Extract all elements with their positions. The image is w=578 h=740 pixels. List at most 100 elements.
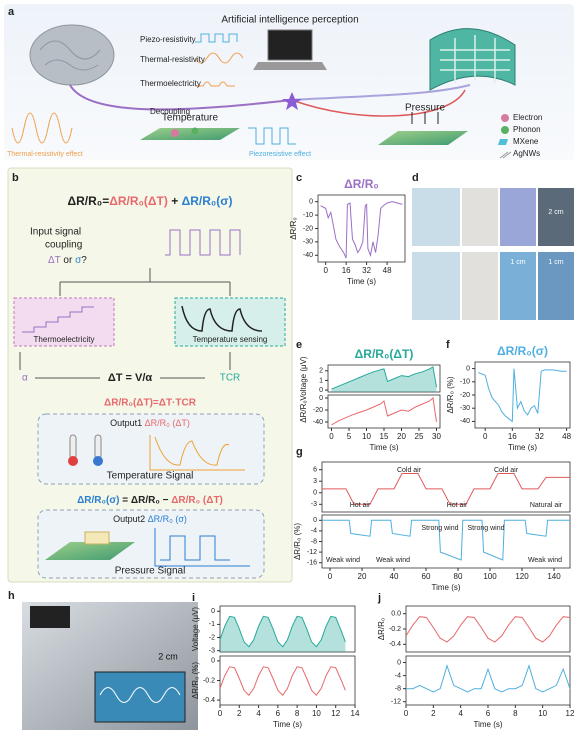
x-tick-label: 12	[566, 709, 575, 718]
b-tcr-eq: ΔR/R₀(ΔT)=ΔT·TCR	[104, 398, 197, 409]
plot-frame	[405, 655, 571, 706]
annotation: Weak wind	[376, 557, 410, 564]
plot-frame	[405, 605, 571, 653]
panel-label: g	[296, 446, 303, 458]
b-sigma-eq: ΔR/R₀(σ) = ΔR/R₀ − ΔR/R₀ (ΔT)	[77, 495, 223, 506]
x-tick-label: 0	[218, 709, 223, 718]
o1-part: ΔR/R₀ (ΔT)	[145, 418, 190, 428]
thermometer-cold	[94, 434, 102, 460]
y-tick-label: -40	[303, 252, 313, 259]
y-tick-label: -10	[460, 379, 470, 386]
annotation: Strong wind	[468, 525, 505, 532]
scale-label: 1 cm	[548, 259, 563, 266]
a-title: Artificial intelligence perception	[221, 15, 358, 26]
x-tick-label: 16	[342, 266, 351, 275]
x-tick-label: 8	[295, 709, 300, 718]
y-tick-label: -20	[313, 407, 323, 414]
s-part: = ΔR/R₀ −	[120, 495, 172, 506]
panel-label: d	[412, 172, 419, 184]
b-temp-label: Temperature sensing	[193, 335, 268, 344]
x-tick-label: 0	[404, 709, 409, 718]
x-axis-label: Time (s)	[473, 720, 502, 729]
x-tick-label: 10	[538, 709, 547, 718]
photo-cup	[412, 252, 460, 320]
y-tick-label: 1	[319, 377, 323, 384]
x-tick-label: 25	[415, 432, 424, 441]
y-tick-label: 0	[397, 659, 401, 666]
eq-part: +	[168, 194, 182, 208]
x-tick-label: 140	[547, 572, 561, 581]
y-tick-label: -10	[303, 212, 313, 219]
annotation: Weak wind	[528, 557, 562, 564]
b-temp-signal: Temperature Signal	[107, 471, 194, 482]
q-part: or	[61, 255, 75, 266]
x-tick-label: 80	[454, 572, 463, 581]
x-tick-label: 10	[312, 709, 321, 718]
x-tick-label: 60	[422, 572, 431, 581]
y-tick-label: -1	[209, 621, 215, 628]
link-brain	[69, 84, 293, 111]
y-axis-label: ΔR/R₀ (%)	[191, 662, 200, 699]
q-part: ΔT	[48, 255, 61, 266]
thermometer-bulb	[68, 456, 78, 466]
mesh-lines	[440, 35, 510, 83]
y-tick-label: -8	[395, 686, 401, 693]
panel-label: j	[377, 592, 381, 604]
y-axis-label: ΔR/R₀	[377, 618, 386, 640]
b-stairs	[22, 306, 94, 333]
chart-title: ΔR/R₀(ΔT)	[355, 347, 414, 361]
laptop-base	[253, 62, 327, 70]
y-tick-label: -0.2	[389, 626, 401, 633]
area	[220, 616, 346, 652]
scale-label: 2 cm	[548, 209, 563, 216]
x-tick-label: 48	[562, 432, 571, 441]
y-tick-label: -20	[460, 392, 470, 399]
b-input-wave	[165, 229, 241, 256]
line	[331, 366, 437, 390]
link-mesh	[291, 84, 471, 101]
x-axis-label: Time (s)	[508, 443, 537, 452]
a-temperature: Temperature	[162, 113, 219, 124]
b-film	[45, 542, 135, 560]
q-part: ?	[81, 255, 87, 266]
eq-part: ΔR/R₀=	[68, 194, 110, 208]
annotation: Weak wind	[326, 557, 360, 564]
x-axis-label: Time (s)	[431, 583, 460, 592]
line	[219, 615, 346, 648]
y-tick-label: -40	[460, 418, 470, 425]
y-tick-label: 0	[309, 199, 313, 206]
x-tick-label: 100	[483, 572, 497, 581]
x-tick-label: 12	[331, 709, 340, 718]
a-decoupling: Decoupling	[150, 107, 190, 116]
y-tick-label: 0	[466, 365, 470, 372]
x-tick-label: 40	[390, 572, 399, 581]
brain-folds	[39, 40, 101, 71]
x-tick-label: 4	[256, 709, 261, 718]
y-tick-label: -30	[303, 239, 313, 246]
b-weight	[84, 531, 110, 545]
b-branch	[59, 268, 231, 296]
y-tick-label: -3	[311, 501, 317, 508]
line	[405, 616, 571, 643]
annotation: Cold air	[494, 467, 519, 474]
b-question: ΔT or σ?	[48, 255, 87, 266]
b-input: Input signal	[30, 227, 81, 238]
photo-cup	[462, 188, 498, 246]
b-box-thermo	[13, 297, 115, 347]
electron	[171, 129, 179, 137]
x-tick-label: 14	[351, 709, 360, 718]
y-axis-label: ΔR/R₀	[299, 400, 308, 422]
x-tick-label: 120	[515, 572, 529, 581]
panel-label: f	[446, 339, 450, 351]
o2-part: Output2	[113, 514, 148, 524]
x-tick-label: 6	[486, 709, 491, 718]
annotation: Natural air	[530, 502, 563, 509]
y-axis-label: ΔR/R₀ (%)	[446, 376, 455, 413]
annotation: Cold air	[397, 467, 422, 474]
b-output1-box	[37, 413, 265, 485]
wave-piezo	[195, 33, 238, 43]
plot-frame	[327, 364, 441, 393]
x-tick-label: 0	[329, 432, 334, 441]
y-tick-label: -2	[209, 634, 215, 641]
